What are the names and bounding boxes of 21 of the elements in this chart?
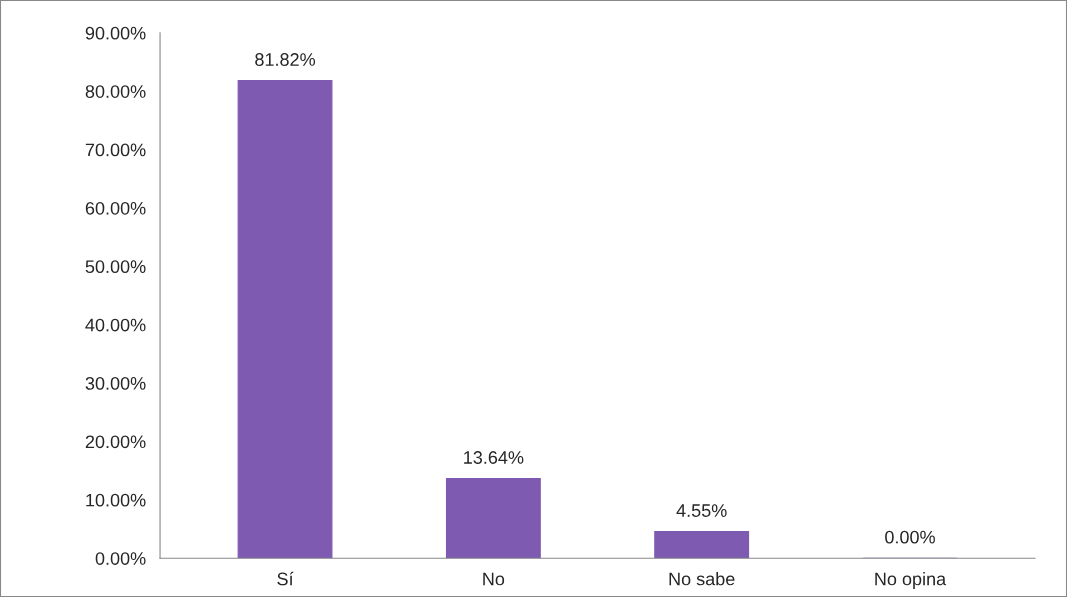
data-label: 0.00% bbox=[885, 530, 935, 544]
bar bbox=[445, 478, 541, 559]
y-tick-label: 40.00% bbox=[85, 318, 146, 332]
x-tick-label: No sabe bbox=[669, 572, 735, 586]
y-tick-label: 80.00% bbox=[85, 85, 146, 98]
data-label: 81.82% bbox=[255, 53, 316, 66]
y-tick-label: 50.00% bbox=[85, 260, 146, 274]
data-label: 4.55% bbox=[676, 504, 727, 517]
bar bbox=[237, 80, 333, 559]
y-tick-label: 70.00% bbox=[85, 143, 146, 157]
y-tick-label: 90.00% bbox=[85, 26, 146, 40]
y-tick-label: 20.00% bbox=[85, 435, 146, 449]
x-tick-label: No bbox=[483, 572, 505, 586]
data-label: 13.64% bbox=[464, 451, 524, 464]
y-tick-label: 10.00% bbox=[86, 493, 146, 507]
x-tick-label: Sí bbox=[277, 571, 294, 586]
y-tick-label: 60.00% bbox=[85, 201, 146, 215]
bar bbox=[654, 531, 750, 559]
x-tick-label: No opina bbox=[875, 572, 947, 589]
y-tick-label: 30.00% bbox=[85, 377, 146, 390]
y-tick-label: 0.00% bbox=[95, 552, 146, 565]
